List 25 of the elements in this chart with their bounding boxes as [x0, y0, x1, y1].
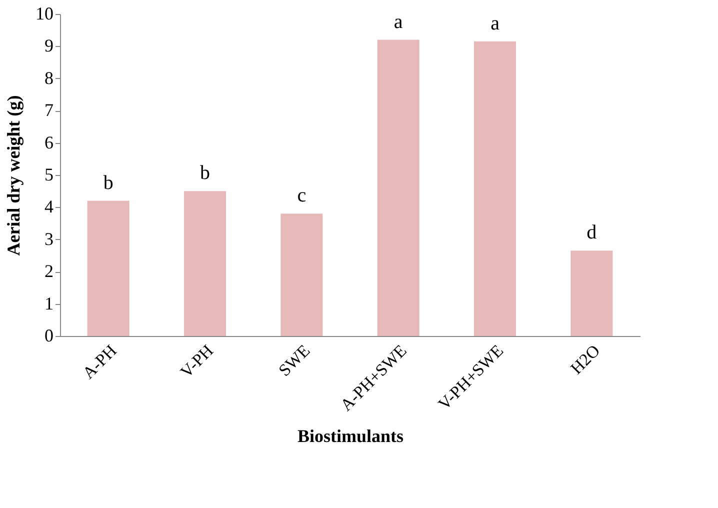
- y-tick-label: 8: [44, 68, 54, 88]
- x-axis-title: Biostimulants: [297, 426, 404, 446]
- y-tick-label: 2: [44, 261, 54, 282]
- bar: [570, 250, 613, 336]
- y-tick-label: 9: [44, 36, 54, 56]
- y-axis-title: Aerial dry weight (g): [4, 95, 24, 256]
- bar: [87, 200, 130, 336]
- bar: [280, 214, 323, 336]
- y-tick-label: 0: [44, 326, 54, 346]
- bar: [184, 191, 226, 336]
- y-tick-label: 7: [44, 100, 54, 120]
- y-tick-label: 3: [44, 228, 54, 249]
- annotation: a: [394, 10, 403, 33]
- annotation: b: [103, 172, 114, 194]
- bar: [474, 41, 516, 336]
- bar: [377, 40, 420, 336]
- annotation: a: [490, 12, 500, 34]
- y-tick-label: 6: [44, 132, 54, 152]
- annotation: d: [586, 222, 597, 244]
- y-tick-label: 1: [44, 293, 54, 314]
- annotation: c: [297, 184, 306, 207]
- annotation: b: [200, 162, 210, 184]
- y-tick-label: 5: [44, 164, 54, 184]
- y-tick-label: 10: [36, 4, 54, 24]
- y-tick-label: 4: [44, 196, 54, 217]
